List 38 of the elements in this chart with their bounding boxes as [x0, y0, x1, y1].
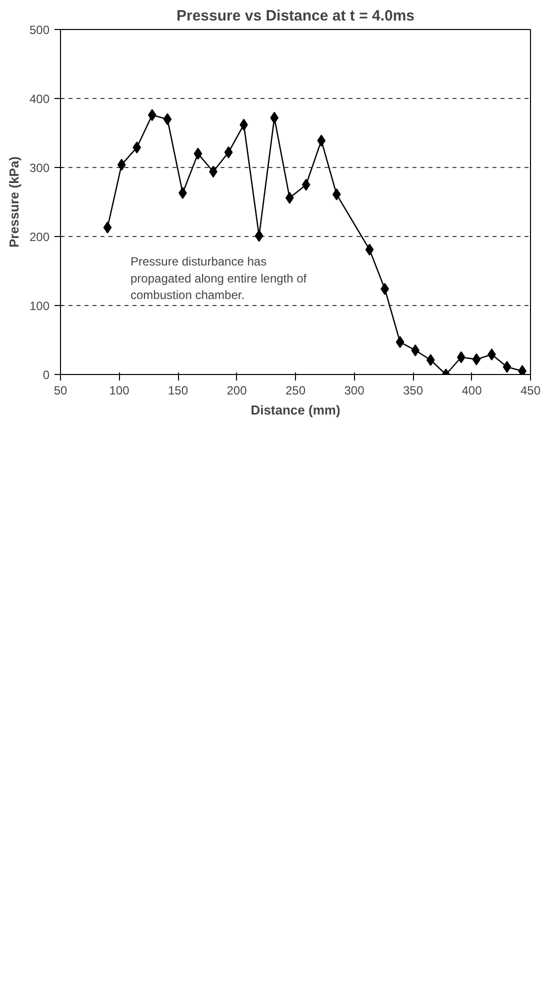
chart-title: Pressure vs Distance at t = 4.0ms	[176, 8, 415, 24]
x-tick-label: 150	[168, 384, 188, 398]
point	[411, 344, 420, 356]
y-tick-label: 400	[29, 92, 50, 106]
point	[224, 146, 233, 158]
x-tick-label: 250	[285, 384, 306, 398]
point	[254, 230, 264, 242]
point	[117, 158, 126, 171]
annotation: Pressure disturbance has propagated along entire length of combustion chamber.	[130, 254, 308, 302]
point	[103, 222, 112, 234]
x-tick-label: 400	[462, 384, 482, 398]
point	[365, 244, 374, 256]
x-tick-label: 450	[520, 384, 541, 398]
point	[148, 109, 156, 122]
point	[332, 188, 341, 200]
x-tick-label: 50	[54, 384, 68, 398]
point	[285, 192, 294, 204]
point	[270, 112, 279, 124]
point	[302, 178, 310, 191]
x-tick-label: 100	[109, 384, 130, 398]
y-tick-label: 0	[42, 368, 50, 382]
point	[317, 134, 326, 147]
point	[396, 336, 404, 348]
y-tick-label: 100	[29, 299, 50, 313]
y-tick-label: 300	[29, 161, 50, 175]
x-tick-label: 300	[344, 384, 365, 398]
y-tick-label: 500	[29, 23, 50, 37]
point	[426, 354, 435, 366]
point	[194, 148, 202, 160]
y-axis-title: Pressure (kPa)	[6, 156, 22, 248]
point	[472, 353, 481, 366]
x-tick-label: 350	[402, 384, 424, 398]
y-tick-label: 200	[29, 230, 50, 244]
point	[163, 113, 172, 126]
point	[502, 360, 512, 373]
point	[132, 141, 142, 154]
x-axis-title: Distance (mm)	[250, 402, 340, 418]
x-tick-label: 200	[226, 384, 248, 398]
